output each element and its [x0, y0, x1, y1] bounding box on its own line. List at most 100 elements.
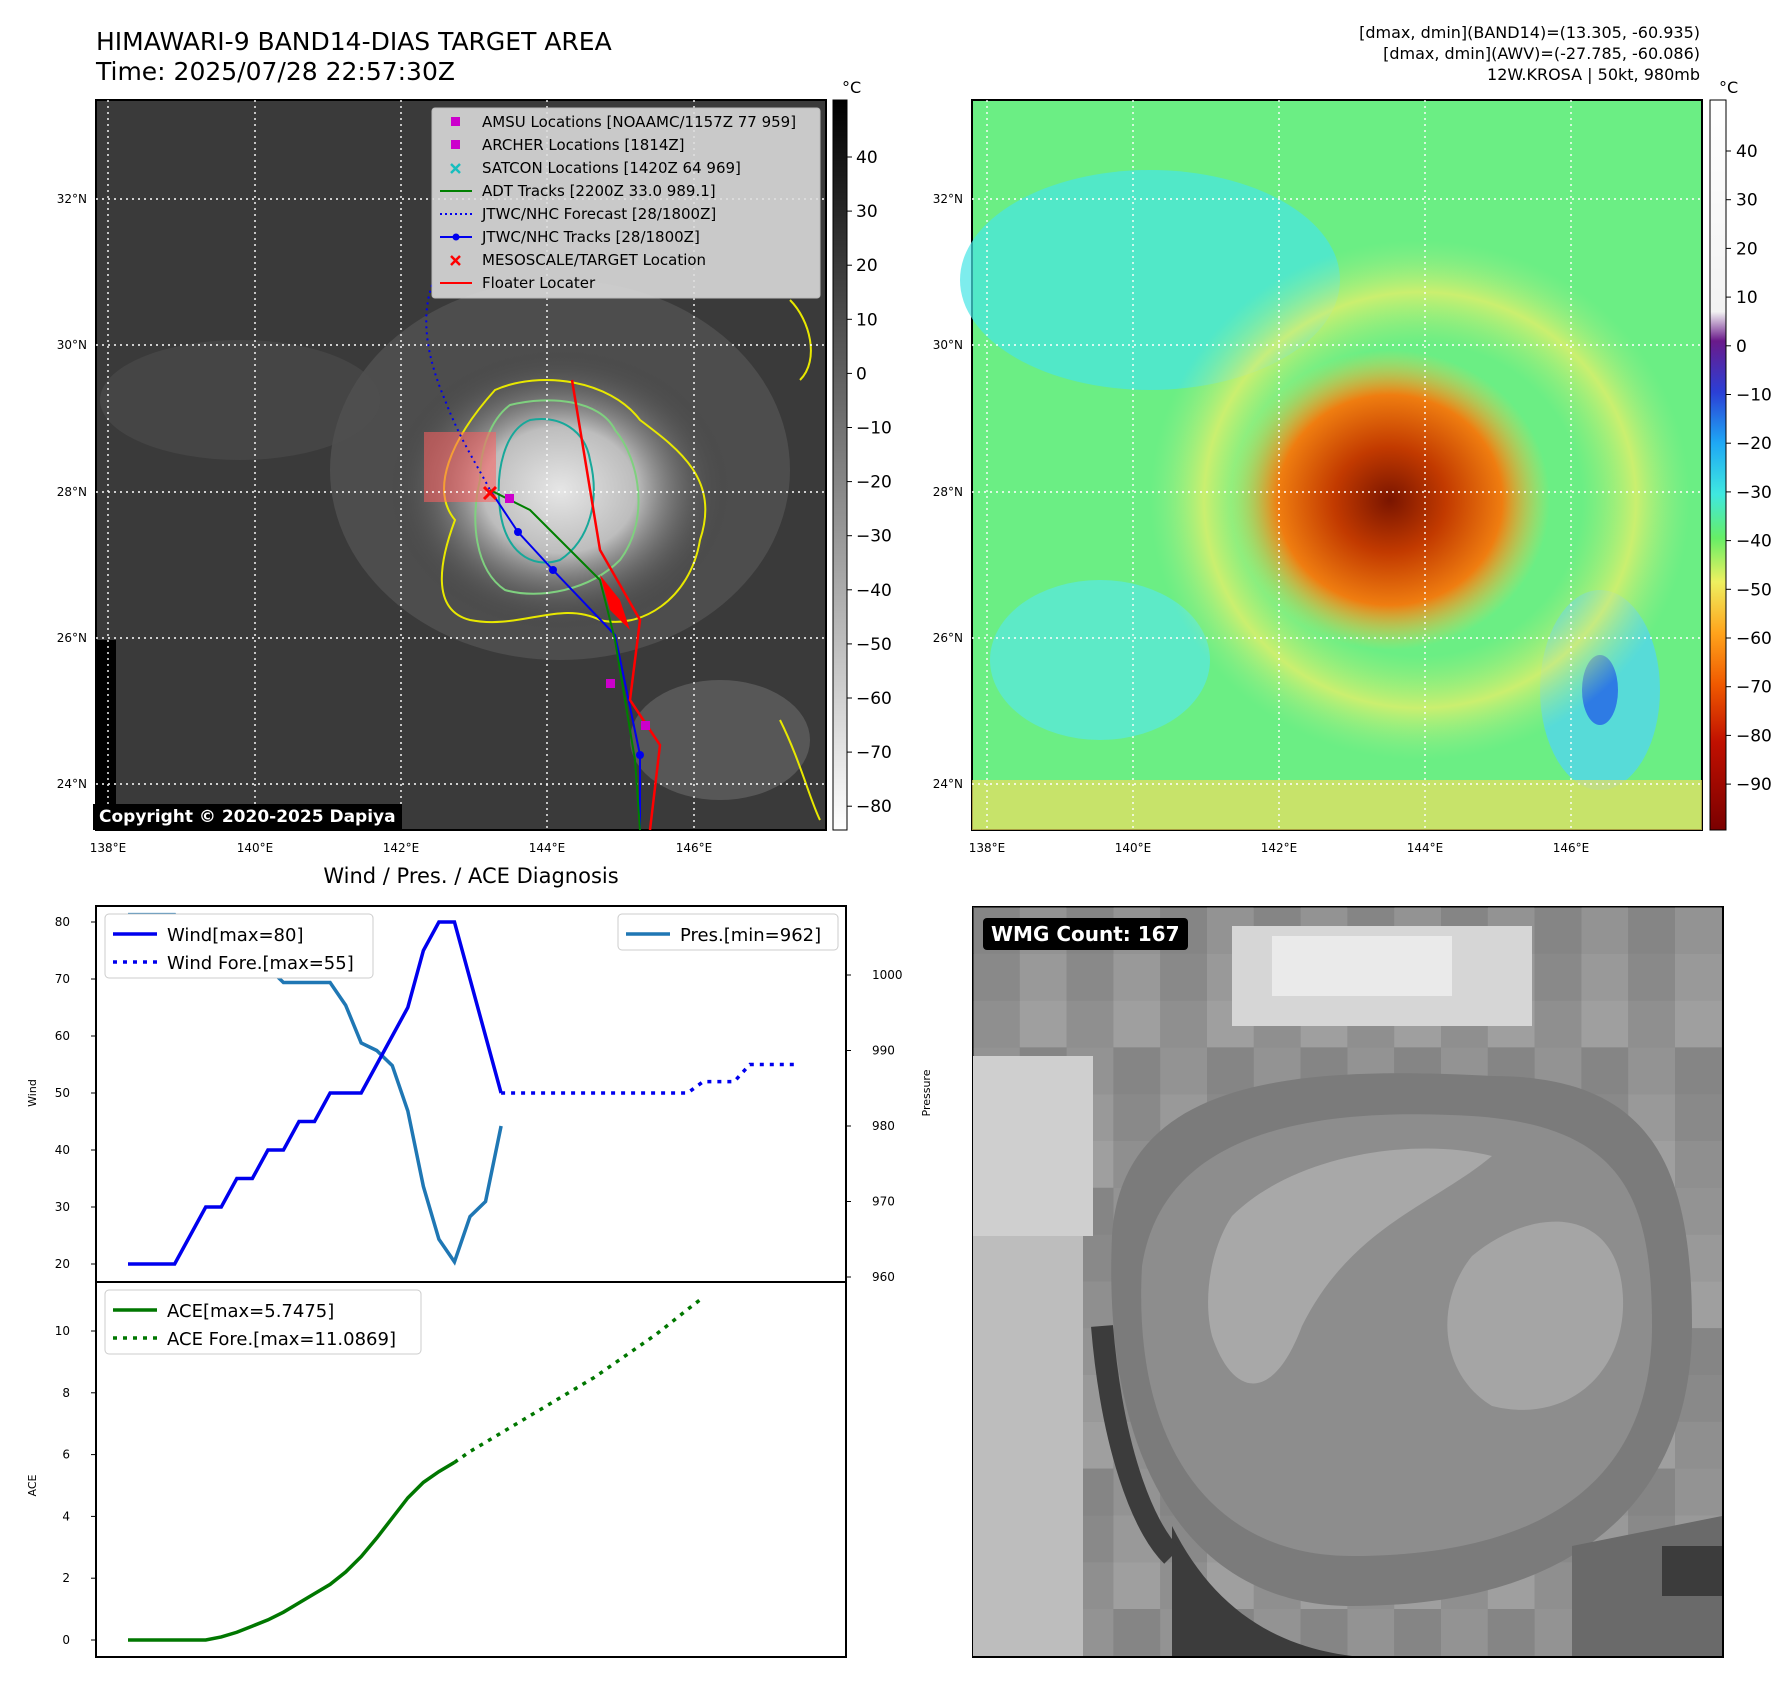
meta-band14-range: [dmax, dmin](BAND14)=(13.305, -60.935) — [1359, 23, 1700, 42]
legend-entry: JTWC/NHC Forecast [28/1800Z] — [440, 205, 716, 223]
lon-label: 142°E — [383, 841, 420, 855]
color-colorbar-tick: −20 — [1736, 434, 1772, 454]
color-colorbar-tick: −90 — [1736, 775, 1772, 795]
storm-cloud-shield — [390, 350, 730, 630]
legend-entry: Floater Locater — [440, 274, 596, 292]
legend-entry: ADT Tracks [2200Z 33.0 989.1] — [440, 182, 716, 200]
ace-tick: 6 — [62, 1448, 70, 1462]
jtwc-track — [489, 489, 641, 830]
gray-colorbar-tick: −10 — [856, 419, 892, 439]
target-area-box — [424, 432, 496, 502]
color-colorbar — [1709, 99, 1727, 831]
lon-label: 144°E — [529, 841, 566, 855]
color-colorbar-tick: −60 — [1736, 629, 1772, 649]
diagnosis-title: Wind / Pres. / ACE Diagnosis — [323, 864, 619, 888]
pressure-tick: 960 — [872, 1270, 895, 1284]
wind-axis-label: Wind — [26, 1079, 39, 1107]
ace-tick: 2 — [62, 1571, 70, 1585]
color-colorbar-tick: 0 — [1736, 337, 1747, 357]
floater-locater — [570, 379, 662, 831]
wmg-panel — [972, 906, 1724, 1658]
lat-label: 24°N — [933, 777, 963, 791]
gray-colorbar-tick: 10 — [856, 310, 878, 330]
gray-colorbar-tick: −50 — [856, 635, 892, 655]
color-colorbar-tick: −30 — [1736, 483, 1772, 503]
legend-label: ARCHER Locations [1814Z] — [482, 136, 685, 154]
wmg-count-badge: WMG Count: 167 — [983, 918, 1188, 950]
gray-colorbar-tick: 30 — [856, 202, 878, 222]
ace-tick: 10 — [55, 1324, 70, 1338]
gray-colorbar-unit: °C — [842, 78, 862, 97]
legend-entry: ARCHER Locations [1814Z] — [451, 136, 685, 154]
ir-map-panel: AMSU Locations [NOAAMC/1157Z 77 959] ARCH… — [57, 99, 1772, 855]
legend-label: JTWC/NHC Forecast [28/1800Z] — [481, 205, 716, 223]
gray-colorbar-tick: −70 — [856, 743, 892, 763]
wind-tick: 50 — [55, 1086, 70, 1100]
jtwc-forecast-track — [425, 284, 491, 491]
lat-label: 28°N — [57, 485, 87, 499]
lat-label: 30°N — [933, 338, 963, 352]
lat-label: 32°N — [933, 192, 963, 206]
lon-label: 140°E — [1115, 841, 1152, 855]
gray-colorbar-tick: −20 — [856, 473, 892, 493]
color-colorbar-tick: −40 — [1736, 532, 1772, 552]
color-colorbar-tick: −70 — [1736, 678, 1772, 698]
adt-track — [489, 489, 641, 831]
chart-legend-label: ACE Fore.[max=11.0869] — [167, 1329, 396, 1350]
legend-label: AMSU Locations [NOAAMC/1157Z 77 959] — [482, 113, 796, 131]
wind-tick: 40 — [55, 1143, 70, 1157]
lon-label: 140°E — [237, 841, 274, 855]
color-colorbar-unit: °C — [1719, 78, 1739, 97]
wind-forecast-series-line — [501, 1062, 797, 1095]
lat-label: 26°N — [57, 631, 87, 645]
lat-label: 26°N — [933, 631, 963, 645]
wind-tick: 60 — [55, 1029, 70, 1043]
pressure-tick: 990 — [872, 1044, 895, 1058]
legend-entry: MESOSCALE/TARGET Location — [450, 251, 706, 269]
storm-cold-tops — [1230, 350, 1550, 650]
color-colorbar-tick: 40 — [1736, 142, 1758, 162]
meta-awv-range: [dmax, dmin](AWV)=(-27.785, -60.086) — [1383, 44, 1700, 63]
pressure-axis-label: Pressure — [920, 1069, 933, 1116]
legend-label: JTWC/NHC Tracks [28/1800Z] — [481, 228, 700, 246]
ace-forecast-series-line — [453, 1296, 705, 1464]
legend-label: SATCON Locations [1420Z 64 969] — [482, 159, 741, 177]
color-colorbar-tick: −50 — [1736, 580, 1772, 600]
lon-label: 146°E — [676, 841, 713, 855]
color-colorbar-tick: −80 — [1736, 726, 1772, 746]
gray-colorbar-tick: −80 — [856, 797, 892, 817]
lat-label: 24°N — [57, 777, 87, 791]
pressure-tick: 1000 — [872, 968, 903, 982]
figure-title-line1: HIMAWARI-9 BAND14-DIAS TARGET AREA — [96, 27, 612, 56]
legend-label: MESOSCALE/TARGET Location — [482, 251, 706, 269]
color-colorbar-tick: 30 — [1736, 191, 1758, 211]
legend-label: ADT Tracks [2200Z 33.0 989.1] — [482, 182, 716, 200]
color-colorbar-tick: 10 — [1736, 288, 1758, 308]
color-colorbar-tick: 20 — [1736, 239, 1758, 259]
wv-gridlines — [972, 100, 1702, 830]
gray-colorbar-tick: 40 — [856, 148, 878, 168]
pressure-tick: 980 — [872, 1119, 895, 1133]
gray-colorbar-tick: −60 — [856, 689, 892, 709]
lat-label: 30°N — [57, 338, 87, 352]
wind-tick: 30 — [55, 1200, 70, 1214]
chart-legend-label: Wind[max=80] — [167, 925, 304, 946]
chart-legend-label: ACE[max=5.7475] — [167, 1301, 334, 1322]
wind-tick: 20 — [55, 1257, 70, 1271]
lat-label: 28°N — [933, 485, 963, 499]
diagnosis-chart: 8070605040302010009909809709601086420Win… — [26, 905, 933, 1658]
chart-legend — [104, 1289, 422, 1355]
pressure-tick: 970 — [872, 1195, 895, 1209]
lon-label: 138°E — [90, 841, 127, 855]
gray-colorbar — [832, 99, 848, 831]
ace-tick: 4 — [62, 1509, 70, 1523]
wind-tick: 70 — [55, 972, 70, 986]
lat-label: 32°N — [57, 192, 87, 206]
meta-storm-info: 12W.KROSA | 50kt, 980mb — [1487, 65, 1700, 84]
wind-series-line — [128, 920, 503, 1266]
ace-axis-label: ACE — [26, 1474, 39, 1496]
gray-colorbar-tick: −40 — [856, 581, 892, 601]
wind-tick: 80 — [55, 915, 70, 929]
gray-colorbar-tick: −30 — [856, 527, 892, 547]
lon-label: 138°E — [969, 841, 1006, 855]
